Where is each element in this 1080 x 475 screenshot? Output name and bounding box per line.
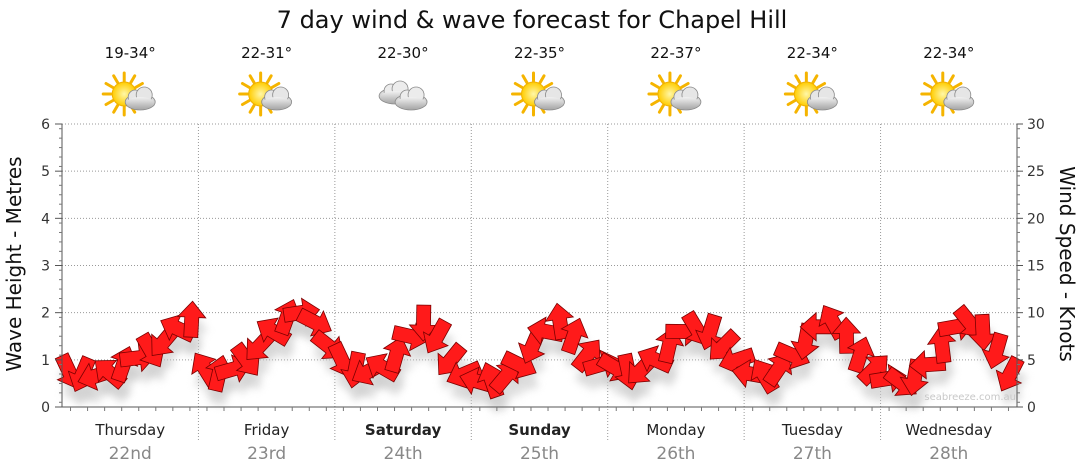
date-label: 24th bbox=[384, 444, 423, 464]
temperature-range: 22-31° bbox=[241, 44, 292, 62]
cloud-icon bbox=[261, 86, 293, 111]
temperature-range: 22-34° bbox=[787, 44, 838, 62]
day-label: Thursday bbox=[94, 421, 165, 439]
temperature-range: 22-34° bbox=[923, 44, 974, 62]
x-axis-labels: Thursday 22nd Friday 23rd Saturday 24th Sunday… bbox=[94, 421, 992, 464]
watermark: seabreeze.com.au bbox=[924, 392, 1016, 403]
y-axis-left-title: Wave Height - Metres bbox=[2, 156, 26, 371]
temperature-range: 22-30° bbox=[378, 44, 429, 62]
wind-arrow bbox=[176, 300, 207, 338]
wind-arrow-shadow bbox=[999, 369, 1028, 405]
cloud-icon bbox=[124, 86, 156, 111]
wind-arrow-shadow bbox=[98, 374, 131, 404]
date-label: 25th bbox=[520, 444, 559, 464]
y-tick-label-right: 15 bbox=[1027, 259, 1045, 275]
wind-arrow-shadow bbox=[492, 376, 522, 409]
wind-arrow bbox=[968, 313, 998, 352]
partly-cloudy-sun-icon bbox=[783, 71, 838, 117]
cloud-icon bbox=[670, 86, 702, 111]
y-tick-label-right: 0 bbox=[1027, 400, 1036, 416]
day-label: Tuesday bbox=[781, 421, 843, 439]
y-tick-label-right: 25 bbox=[1027, 164, 1045, 180]
wind-arrow bbox=[560, 317, 589, 356]
y-tick-label-right: 5 bbox=[1027, 353, 1036, 369]
wind-arrow-shadow bbox=[369, 367, 404, 396]
y-tick-label-right: 10 bbox=[1027, 306, 1045, 322]
y-tick-label-right: 20 bbox=[1027, 211, 1045, 227]
day-label: Sunday bbox=[508, 421, 571, 439]
wind-arrow-shadow bbox=[765, 367, 795, 402]
weather-row: 19-34° 22-31° 22-30° 22-35° 22-37° 22-34° 22-3… bbox=[101, 44, 975, 117]
y-tick-label-left: 0 bbox=[41, 400, 50, 416]
day-label: Saturday bbox=[365, 421, 442, 439]
wind-arrow bbox=[856, 355, 888, 387]
partly-cloudy-sun-icon bbox=[920, 71, 975, 117]
partly-cloudy-sun-icon bbox=[238, 71, 293, 117]
y-tick-label-left: 4 bbox=[41, 211, 50, 227]
date-label: 27th bbox=[793, 444, 832, 464]
wind-arrow bbox=[382, 336, 412, 374]
day-label: Friday bbox=[244, 421, 290, 439]
wind-arrow bbox=[488, 361, 519, 395]
y-tick-label-left: 5 bbox=[41, 164, 50, 180]
wind-arrow bbox=[408, 304, 439, 342]
partly-cloudy-sun-icon bbox=[511, 71, 565, 117]
temperature-range: 22-35° bbox=[514, 44, 565, 62]
y-tick-label-left: 3 bbox=[41, 259, 50, 275]
day-label: Monday bbox=[646, 421, 705, 439]
y-tick-label-right: 30 bbox=[1027, 117, 1045, 133]
wind-arrow bbox=[762, 353, 793, 388]
cloud-icon bbox=[806, 86, 838, 111]
y-tick-label-left: 6 bbox=[41, 117, 50, 133]
chart-title: 7 day wind & wave forecast for Chapel Hi… bbox=[277, 6, 788, 34]
date-label: 23rd bbox=[247, 444, 286, 464]
cloud-icon bbox=[943, 86, 975, 111]
y-tick-label-left: 2 bbox=[41, 306, 50, 322]
y-axis-right-title: Wind Speed - Knots bbox=[1055, 166, 1079, 362]
date-label: 22nd bbox=[109, 444, 152, 464]
wind-arrow bbox=[695, 312, 724, 351]
axes: 0 1 2 3 4 5 6 0 5 10 15 20 25 30 bbox=[41, 117, 1045, 416]
temperature-range: 19-34° bbox=[105, 44, 156, 62]
cloud-icon bbox=[534, 86, 565, 111]
day-label: Wednesday bbox=[905, 421, 992, 439]
partly-cloudy-sun-icon bbox=[647, 71, 702, 117]
wind-arrow bbox=[570, 339, 601, 374]
temperature-range: 22-37° bbox=[650, 44, 701, 62]
wind-arrows bbox=[54, 297, 1025, 400]
wind-arrow bbox=[981, 331, 1011, 370]
date-label: 26th bbox=[656, 444, 695, 464]
y-tick-label-left: 1 bbox=[41, 353, 50, 369]
date-label: 28th bbox=[929, 444, 968, 464]
partly-cloudy-sun-icon bbox=[101, 71, 156, 117]
cloudy-icon bbox=[378, 80, 428, 111]
wind-arrow bbox=[422, 317, 453, 354]
cloud-icon bbox=[378, 80, 428, 111]
